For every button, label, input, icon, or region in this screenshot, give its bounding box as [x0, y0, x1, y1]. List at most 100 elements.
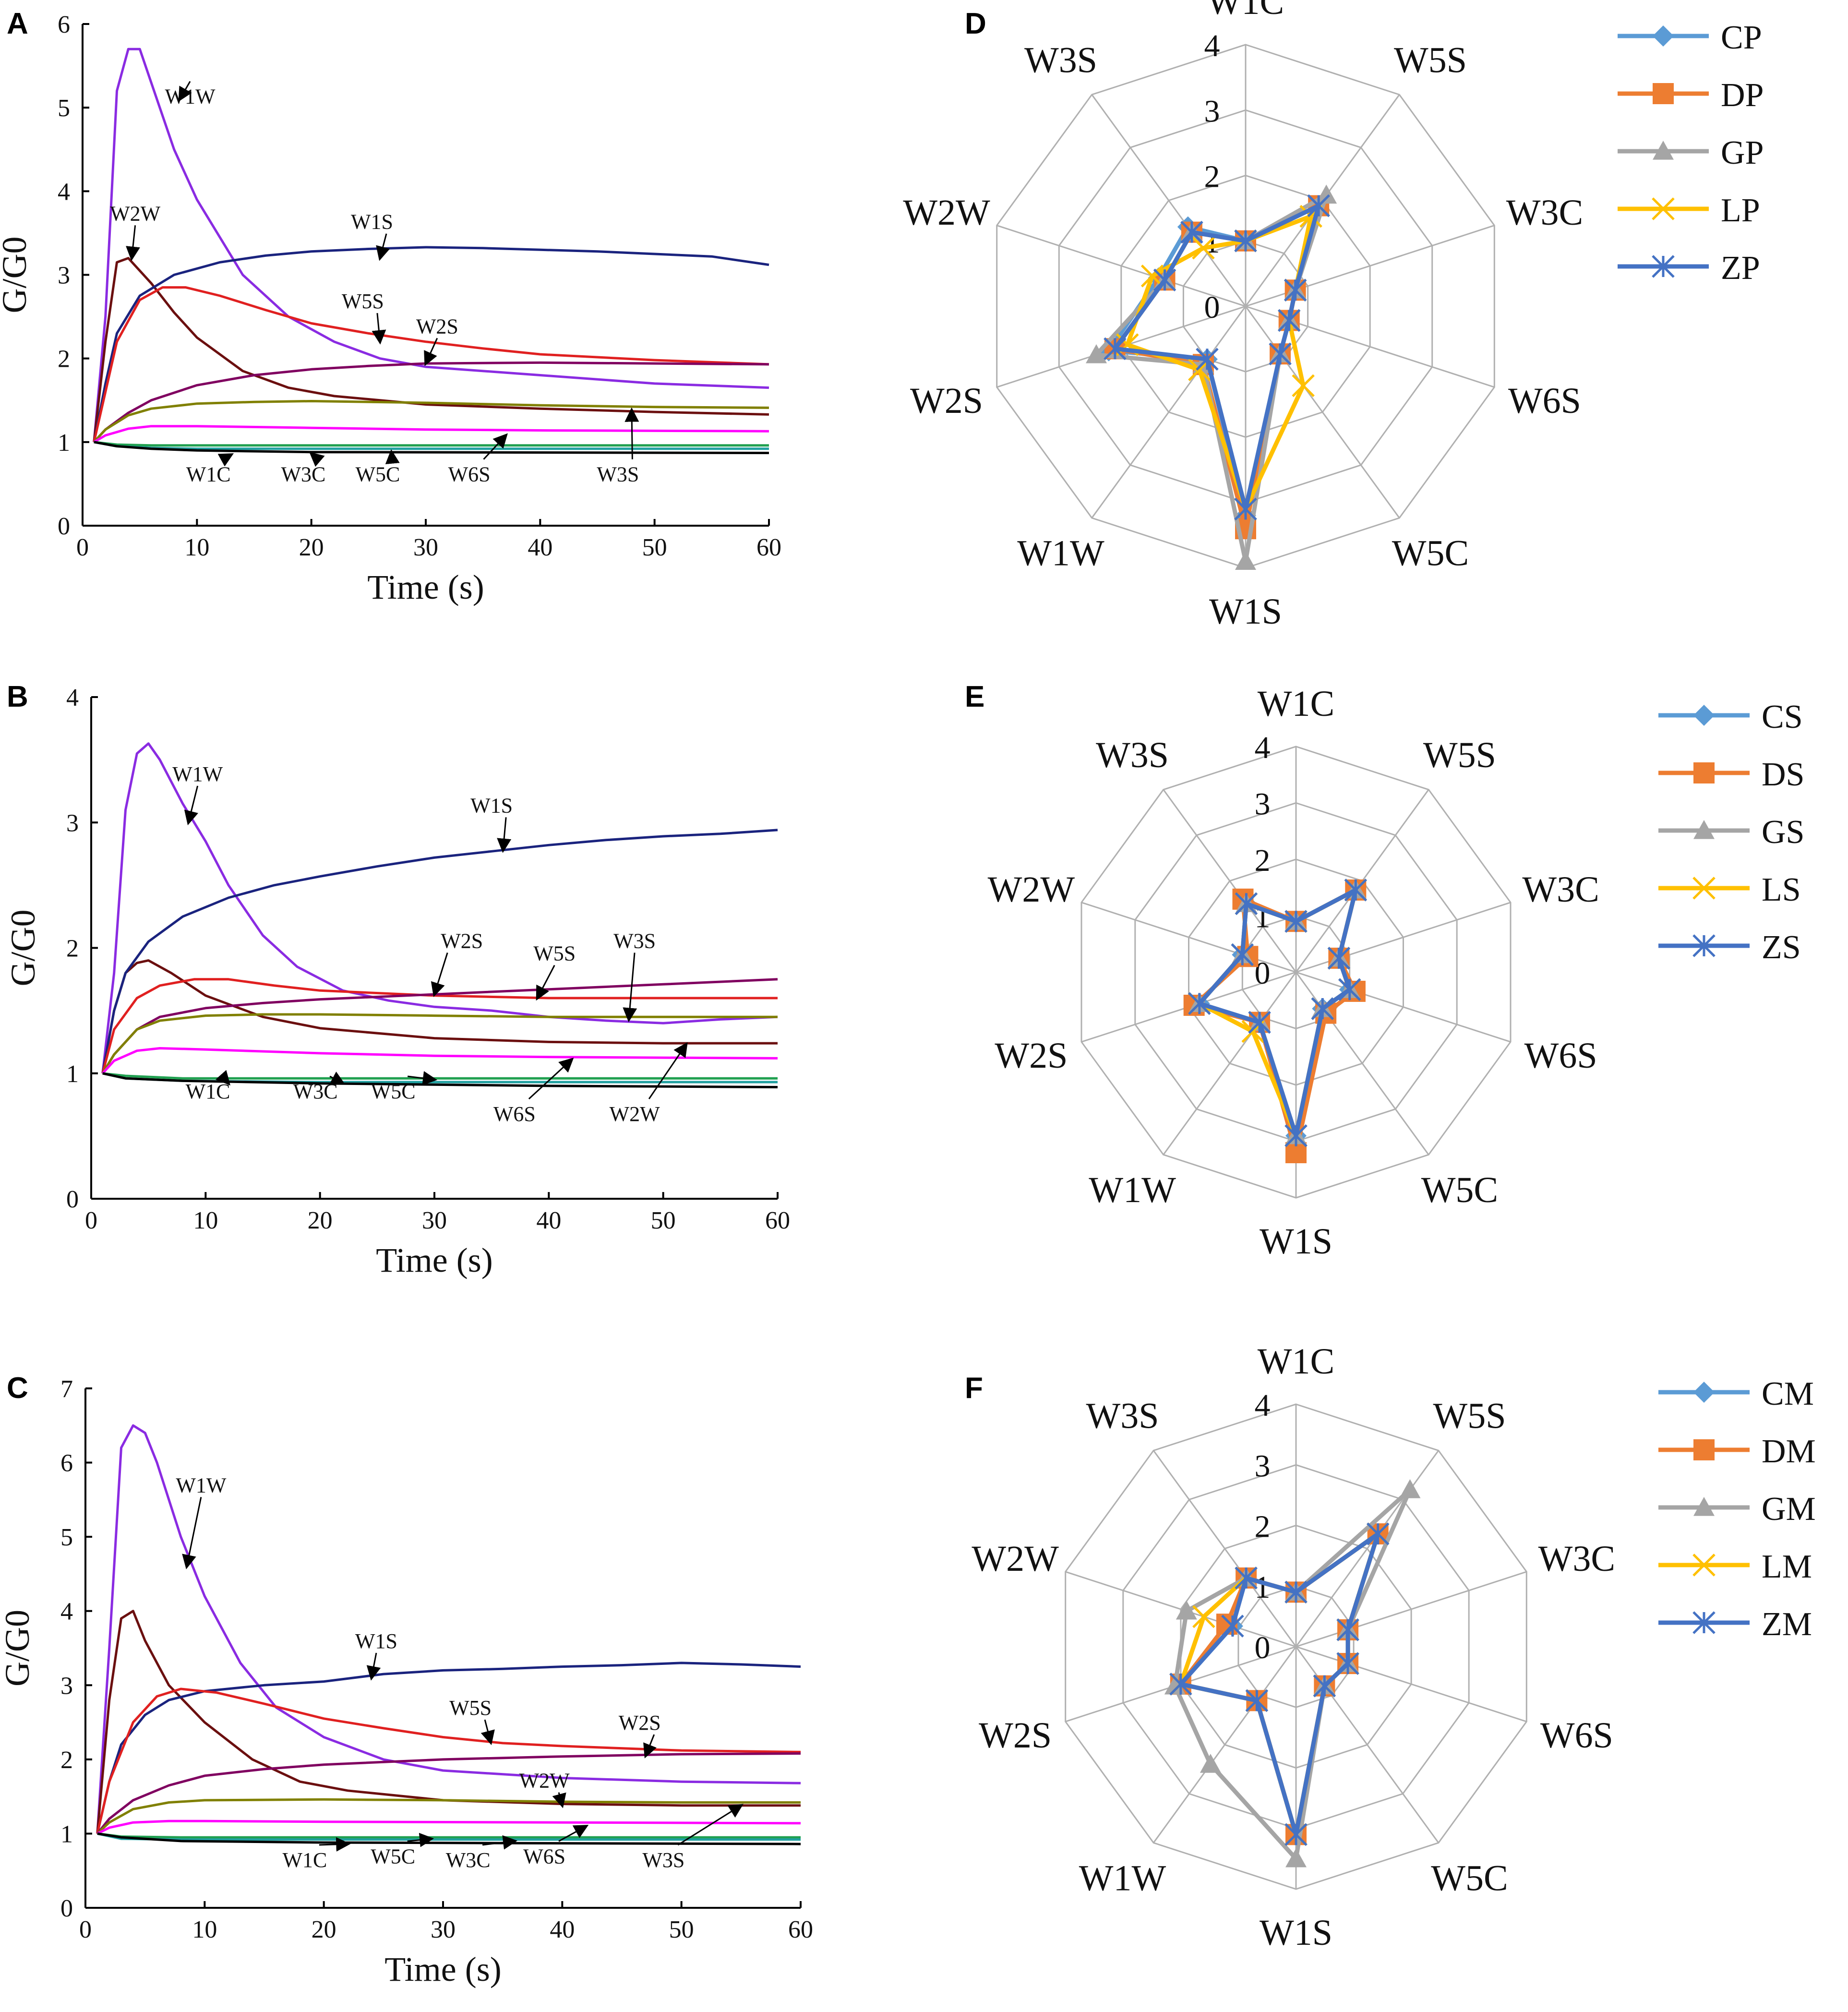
marker-triangle: [1399, 1479, 1421, 1498]
x-axis-title: Time (s): [367, 568, 484, 606]
x-axis-title: Time (s): [376, 1241, 492, 1279]
marker-star: [1248, 1011, 1271, 1034]
marker-star: [1104, 337, 1127, 361]
annotation-label: W3C: [446, 1848, 491, 1872]
x-tick-label: 0: [85, 1207, 97, 1234]
marker-square: [1653, 83, 1674, 104]
radar-tick-label: 1: [1255, 1570, 1271, 1605]
annotation-arrow: [528, 1057, 574, 1100]
legend-label: DP: [1721, 77, 1764, 114]
x-tick-label: 20: [312, 1916, 336, 1943]
legend-label: ZS: [1762, 929, 1801, 966]
marker-star: [1284, 1124, 1308, 1147]
radar-series-dm: [1178, 1531, 1380, 1837]
series-line-w3s: [93, 400, 769, 443]
series-line-w3s: [101, 1013, 778, 1074]
radar-axis-label: W1C: [1258, 684, 1334, 724]
marker-star: [1269, 342, 1292, 365]
marker-star: [1153, 268, 1176, 292]
radar-tick-label: 2: [1255, 1509, 1271, 1544]
radar-axis-label: W5C: [1392, 533, 1469, 574]
marker-star: [1188, 992, 1211, 1015]
marker-diamond: [1693, 1382, 1715, 1403]
marker-star: [1692, 1611, 1716, 1634]
annotation-arrow: [309, 452, 325, 467]
series-line-w6s: [96, 1819, 801, 1835]
annotation-label: W6S: [523, 1844, 565, 1868]
annotation-arrow: [536, 964, 555, 1001]
annotation-label: W1W: [165, 84, 216, 108]
annotation-label: W3S: [642, 1848, 684, 1872]
marker-square: [1693, 1439, 1715, 1460]
annotation-label: W1C: [186, 463, 231, 486]
marker-star: [1311, 997, 1334, 1020]
series-line-w1s: [101, 829, 778, 1074]
y-tick-label: 6: [60, 1450, 73, 1477]
legend-label: LS: [1762, 871, 1801, 908]
annotation-arrow: [431, 952, 448, 997]
radar-axis-label: W1W: [1017, 533, 1104, 574]
annotation-label: W1C: [186, 1080, 230, 1103]
x-tick-label: 30: [413, 534, 438, 561]
marker-x: [1292, 374, 1315, 398]
annotation-label: W1S: [470, 794, 513, 817]
x-tick-label: 0: [79, 1916, 92, 1943]
radar-axis-label: W3C: [1522, 869, 1599, 910]
y-tick-label: 1: [60, 1820, 73, 1848]
marker-star: [1366, 1522, 1390, 1545]
y-tick-label: 3: [66, 809, 79, 837]
annotation-arrow: [366, 1652, 381, 1681]
marker-star: [1235, 892, 1258, 916]
radar-tick-label: 3: [1204, 94, 1220, 129]
series-line-w5c: [102, 1072, 778, 1080]
radar-axis-label: W2S: [979, 1715, 1052, 1756]
y-tick-label: 5: [58, 95, 70, 122]
legend-label: GP: [1721, 134, 1764, 171]
radar-tick-label: 3: [1255, 787, 1271, 822]
marker-star: [1231, 943, 1254, 966]
annotation-arrow: [182, 1497, 202, 1569]
marker-diamond: [1693, 705, 1715, 726]
annotation-arrow: [552, 1792, 566, 1808]
panel-letter: E: [965, 680, 984, 713]
legend-label: GM: [1762, 1491, 1816, 1528]
marker-triangle: [1086, 344, 1107, 363]
series-line-w2w: [96, 1610, 801, 1834]
panel-letter: A: [7, 7, 28, 40]
annotation-arrow: [482, 1835, 517, 1850]
y-tick-label: 2: [66, 935, 79, 963]
y-tick-label: 7: [60, 1375, 73, 1403]
marker-star: [1338, 978, 1361, 1001]
radar-axis-label: W2W: [972, 1539, 1059, 1579]
series-line-w6s: [93, 425, 769, 443]
radar-axis-label: W1C: [1207, 0, 1284, 22]
legend-label: LP: [1721, 192, 1760, 229]
y-axis-title: G/G0: [0, 237, 34, 313]
radar-spoke: [1296, 971, 1511, 1043]
legend-label: CP: [1721, 19, 1762, 56]
radar-axis-label: W1W: [1089, 1170, 1176, 1210]
marker-star: [1344, 879, 1368, 902]
radar-axis-label: W6S: [1540, 1715, 1613, 1756]
marker-x: [1192, 1605, 1215, 1628]
marker-star: [1284, 1580, 1308, 1604]
y-axis-title: G/G0: [0, 1610, 36, 1687]
y-tick-label: 3: [60, 1672, 73, 1699]
annotation-label: W6S: [493, 1102, 536, 1126]
marker-star: [1284, 278, 1307, 302]
marker-triangle: [1176, 1600, 1197, 1620]
annotation-label: W1S: [355, 1629, 397, 1653]
radar-tick-label: 4: [1255, 1388, 1271, 1423]
marker-star: [1234, 229, 1257, 253]
radar-axis-label: W2S: [995, 1036, 1068, 1076]
annotation-arrow: [372, 313, 386, 345]
y-tick-label: 1: [58, 429, 70, 457]
annotation-arrow: [376, 233, 390, 261]
annotation-label: W1C: [282, 1848, 327, 1872]
marker-x: [1692, 1554, 1716, 1577]
marker-star: [1307, 194, 1330, 217]
radar-axis-label: W1S: [1260, 1221, 1332, 1262]
radar-spoke: [1152, 1450, 1297, 1647]
legend-label: DS: [1762, 756, 1804, 793]
